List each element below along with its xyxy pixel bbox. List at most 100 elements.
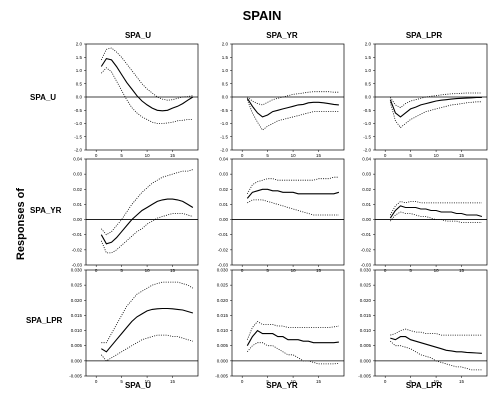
panel-spa-lpr-on-spa-u-frame xyxy=(85,269,199,377)
panel-spa-u-on-spa-u-ytick-label: 2.0 xyxy=(76,42,83,47)
panel-spa-lpr-on-spa-yr-lower-band-line xyxy=(246,342,339,365)
panel-spa-u-on-spa-yr-lower-band-line xyxy=(246,99,339,131)
x-label-spa-yr: SPA_YR xyxy=(266,381,298,390)
panel-spa-yr-on-spa-yr-xtick-label: 5 xyxy=(266,268,269,273)
panel-spa-lpr-on-spa-lpr-ytick-label: 0.015 xyxy=(360,313,372,318)
panel-spa-yr-on-spa-lpr-lower-band-line xyxy=(389,211,482,224)
panel-spa-lpr-on-spa-lpr-ytick-label: -0.005 xyxy=(358,374,371,379)
panel-spa-u-on-spa-lpr-ytick-label: 1.5 xyxy=(365,55,372,60)
panel-spa-lpr-on-spa-lpr: 0.030 0.025 0.020 0.015 0.010 0.005 0.000 -0.00… xyxy=(358,268,488,384)
panel-spa-yr-on-spa-yr-xtick-label: 10 xyxy=(291,268,297,273)
panel-spa-u-on-spa-lpr-lower-band-line xyxy=(389,101,482,129)
panel-spa-lpr-on-spa-lpr-lower-band-line xyxy=(390,340,482,371)
panel-spa-lpr-on-spa-lpr-ytick-label: 0.005 xyxy=(360,343,372,348)
panel-spa-lpr-on-spa-lpr-xtick-label: 15 xyxy=(459,379,465,384)
panel-spa-yr-on-spa-u-xtick-label: 0 xyxy=(95,268,98,273)
panel-spa-lpr-on-spa-yr-xtick-label: 10 xyxy=(291,379,297,384)
panel-spa-lpr-on-spa-u-ytick-label: 0.015 xyxy=(71,313,83,318)
panel-spa-yr-on-spa-u-ytick-label: 0.01 xyxy=(73,202,82,207)
panel-spa-lpr-on-spa-yr-ytick-label: 0.025 xyxy=(217,283,229,288)
panel-spa-lpr-on-spa-u-lower-band-line xyxy=(100,334,194,362)
panel-spa-lpr-on-spa-yr-xtick-label: 15 xyxy=(316,379,322,384)
panel-spa-yr-on-spa-yr-ytick-label: 0.00 xyxy=(219,217,228,222)
panel-spa-yr-on-spa-yr-ytick-label: -0.02 xyxy=(218,247,229,252)
panel-spa-lpr-on-spa-u-ytick-label: -0.005 xyxy=(69,374,82,379)
col-title-spa-yr: SPA_YR xyxy=(266,31,298,40)
panel-spa-u-on-spa-yr-ytick-label: 1.0 xyxy=(222,68,229,73)
panel-spa-u-on-spa-u-upper-band-line xyxy=(100,47,193,101)
panel-spa-lpr-on-spa-u-xtick-label: 15 xyxy=(170,379,176,384)
panel-spa-yr-on-spa-u-upper-band-line xyxy=(100,169,194,236)
panel-spa-lpr-on-spa-yr-xtick-label: 0 xyxy=(241,379,244,384)
panel-spa-lpr-on-spa-yr-ytick-label: 0.005 xyxy=(217,343,229,348)
panel-spa-u-on-spa-lpr-response-line xyxy=(389,96,482,118)
panel-spa-u-on-spa-yr-ytick-label: 1.5 xyxy=(222,55,229,60)
panel-spa-yr-on-spa-lpr-frame xyxy=(374,158,488,266)
panel-spa-u-on-spa-u-ytick-label: -1.5 xyxy=(74,134,82,139)
panel-spa-yr-on-spa-u: 0.04 0.03 0.02 0.01 0.00 -0.01 -0.02 -0.03 0 5 10 1… xyxy=(72,157,199,273)
panel-spa-lpr-on-spa-u-xtick-label: 0 xyxy=(95,379,98,384)
panel-spa-lpr-on-spa-yr-xtick-label: 5 xyxy=(266,379,269,384)
panel-spa-lpr-on-spa-u-ytick-label: 0.010 xyxy=(71,328,83,333)
panel-spa-u-on-spa-lpr-xtick-label: 5 xyxy=(409,153,412,158)
panel-spa-u-on-spa-lpr-ytick-label: -0.5 xyxy=(363,108,371,113)
panel-spa-yr-on-spa-yr-xtick-label: 0 xyxy=(241,268,244,273)
panel-spa-lpr-on-spa-lpr-xtick-label: 10 xyxy=(434,379,440,384)
panel-spa-u-on-spa-u-ytick-label: 0.0 xyxy=(76,95,83,100)
panel-spa-u-on-spa-u-xtick-label: 0 xyxy=(95,153,98,158)
panel-spa-yr-on-spa-yr-lower-band-line xyxy=(247,199,339,216)
panel-spa-lpr-on-spa-yr-ytick-label: 0.010 xyxy=(217,328,229,333)
panel-spa-u-on-spa-yr-ytick-label: -2.0 xyxy=(220,148,228,153)
panel-spa-lpr-on-spa-yr: 0.030 0.025 0.020 0.015 0.010 0.005 0.000 -0.00… xyxy=(215,268,345,384)
panel-spa-lpr-on-spa-lpr-response-line xyxy=(390,336,482,354)
panel-spa-yr-on-spa-lpr-ytick-label: 0.04 xyxy=(362,157,371,162)
panel-spa-u-on-spa-yr: 2.0 1.5 1.0 0.5 0.0 -0.5 -1.0 -1.5 -2.0 0 5 10 15 xyxy=(220,42,345,158)
panel-spa-u-on-spa-yr-ytick-label: -1.0 xyxy=(220,121,228,126)
panel-spa-yr-on-spa-yr-frame xyxy=(231,158,345,266)
panel-spa-yr-on-spa-u-xtick-label: 10 xyxy=(145,268,151,273)
panel-spa-u-on-spa-lpr-ytick-label: -2.0 xyxy=(363,148,371,153)
panel-spa-u-on-spa-yr-ytick-label: 0.0 xyxy=(222,95,229,100)
panel-spa-u-on-spa-u: 2.0 1.5 1.0 0.5 0.0 -0.5 -1.0 -1.5 -2.0 0 5 10 15 xyxy=(74,42,199,158)
panel-spa-yr-on-spa-lpr: 0.04 0.03 0.02 0.01 0.00 -0.01 -0.02 -0.03 0 5 10 1… xyxy=(361,157,488,273)
row-label-spa-u: SPA_U xyxy=(30,93,56,102)
panel-spa-lpr-on-spa-lpr-xtick-label: 5 xyxy=(409,379,412,384)
panel-spa-yr-on-spa-u-ytick-label: 0.00 xyxy=(73,217,82,222)
panel-spa-u-on-spa-yr-xtick-label: 5 xyxy=(266,153,269,158)
panel-spa-yr-on-spa-yr-ytick-label: 0.01 xyxy=(219,202,228,207)
panel-spa-u-on-spa-u-ytick-label: -1.0 xyxy=(74,121,82,126)
panel-spa-lpr-on-spa-lpr-ytick-label: 0.000 xyxy=(360,358,372,363)
panel-spa-yr-on-spa-u-xtick-label: 15 xyxy=(170,268,176,273)
panel-spa-lpr-on-spa-u-upper-band-line xyxy=(101,281,194,344)
row-label-spa-yr: SPA_YR xyxy=(30,206,62,215)
panel-spa-yr-on-spa-lpr-xtick-label: 15 xyxy=(459,268,465,273)
panel-spa-lpr-on-spa-lpr-frame xyxy=(374,269,488,377)
panel-spa-yr-on-spa-u-xtick-label: 5 xyxy=(120,268,123,273)
panel-spa-yr-on-spa-u-frame xyxy=(85,158,199,266)
panel-spa-u-on-spa-u-xtick-label: 10 xyxy=(145,153,151,158)
panel-spa-u-on-spa-lpr-ytick-label: -1.5 xyxy=(363,134,371,139)
panel-spa-lpr-on-spa-u-response-line xyxy=(101,307,194,353)
panel-spa-lpr-on-spa-lpr-ytick-label: 0.020 xyxy=(360,298,372,303)
panel-spa-lpr-on-spa-lpr-ytick-label: 0.030 xyxy=(360,268,372,273)
panel-spa-u-on-spa-yr-xtick-label: 0 xyxy=(241,153,244,158)
panel-spa-lpr-on-spa-lpr-ytick-label: 0.025 xyxy=(360,283,372,288)
y-axis-label: Responses of xyxy=(15,188,27,260)
col-title-spa-u: SPA_U xyxy=(125,31,151,40)
panel-spa-lpr-on-spa-u-ytick-label: 0.025 xyxy=(71,283,83,288)
panel-spa-yr-on-spa-u-ytick-label: 0.03 xyxy=(73,172,82,177)
panel-spa-yr-on-spa-yr-upper-band-line xyxy=(246,176,339,194)
panel-spa-u-on-spa-lpr-ytick-label: 0.0 xyxy=(365,95,372,100)
panel-spa-lpr-on-spa-lpr-ytick-label: 0.010 xyxy=(360,328,372,333)
panel-spa-u-on-spa-lpr-ytick-label: 0.5 xyxy=(365,81,372,86)
row-label-spa-lpr: SPA_LPR xyxy=(26,316,63,325)
panel-spa-lpr-on-spa-yr-ytick-label: 0.030 xyxy=(217,268,229,273)
panel-spa-lpr-on-spa-u-ytick-label: 0.020 xyxy=(71,298,83,303)
panel-spa-u-on-spa-u-lower-band-line xyxy=(101,67,193,124)
panel-spa-yr-on-spa-u-ytick-label: -0.03 xyxy=(72,263,83,268)
panel-spa-u-on-spa-yr-ytick-label: -0.5 xyxy=(220,108,228,113)
panel-spa-u-on-spa-lpr-xtick-label: 0 xyxy=(384,153,387,158)
panel-spa-yr-on-spa-yr-ytick-label: 0.03 xyxy=(219,172,228,177)
panel-spa-yr-on-spa-yr: 0.04 0.03 0.02 0.01 0.00 -0.01 -0.02 -0.03 0 5 10 1… xyxy=(218,157,345,273)
